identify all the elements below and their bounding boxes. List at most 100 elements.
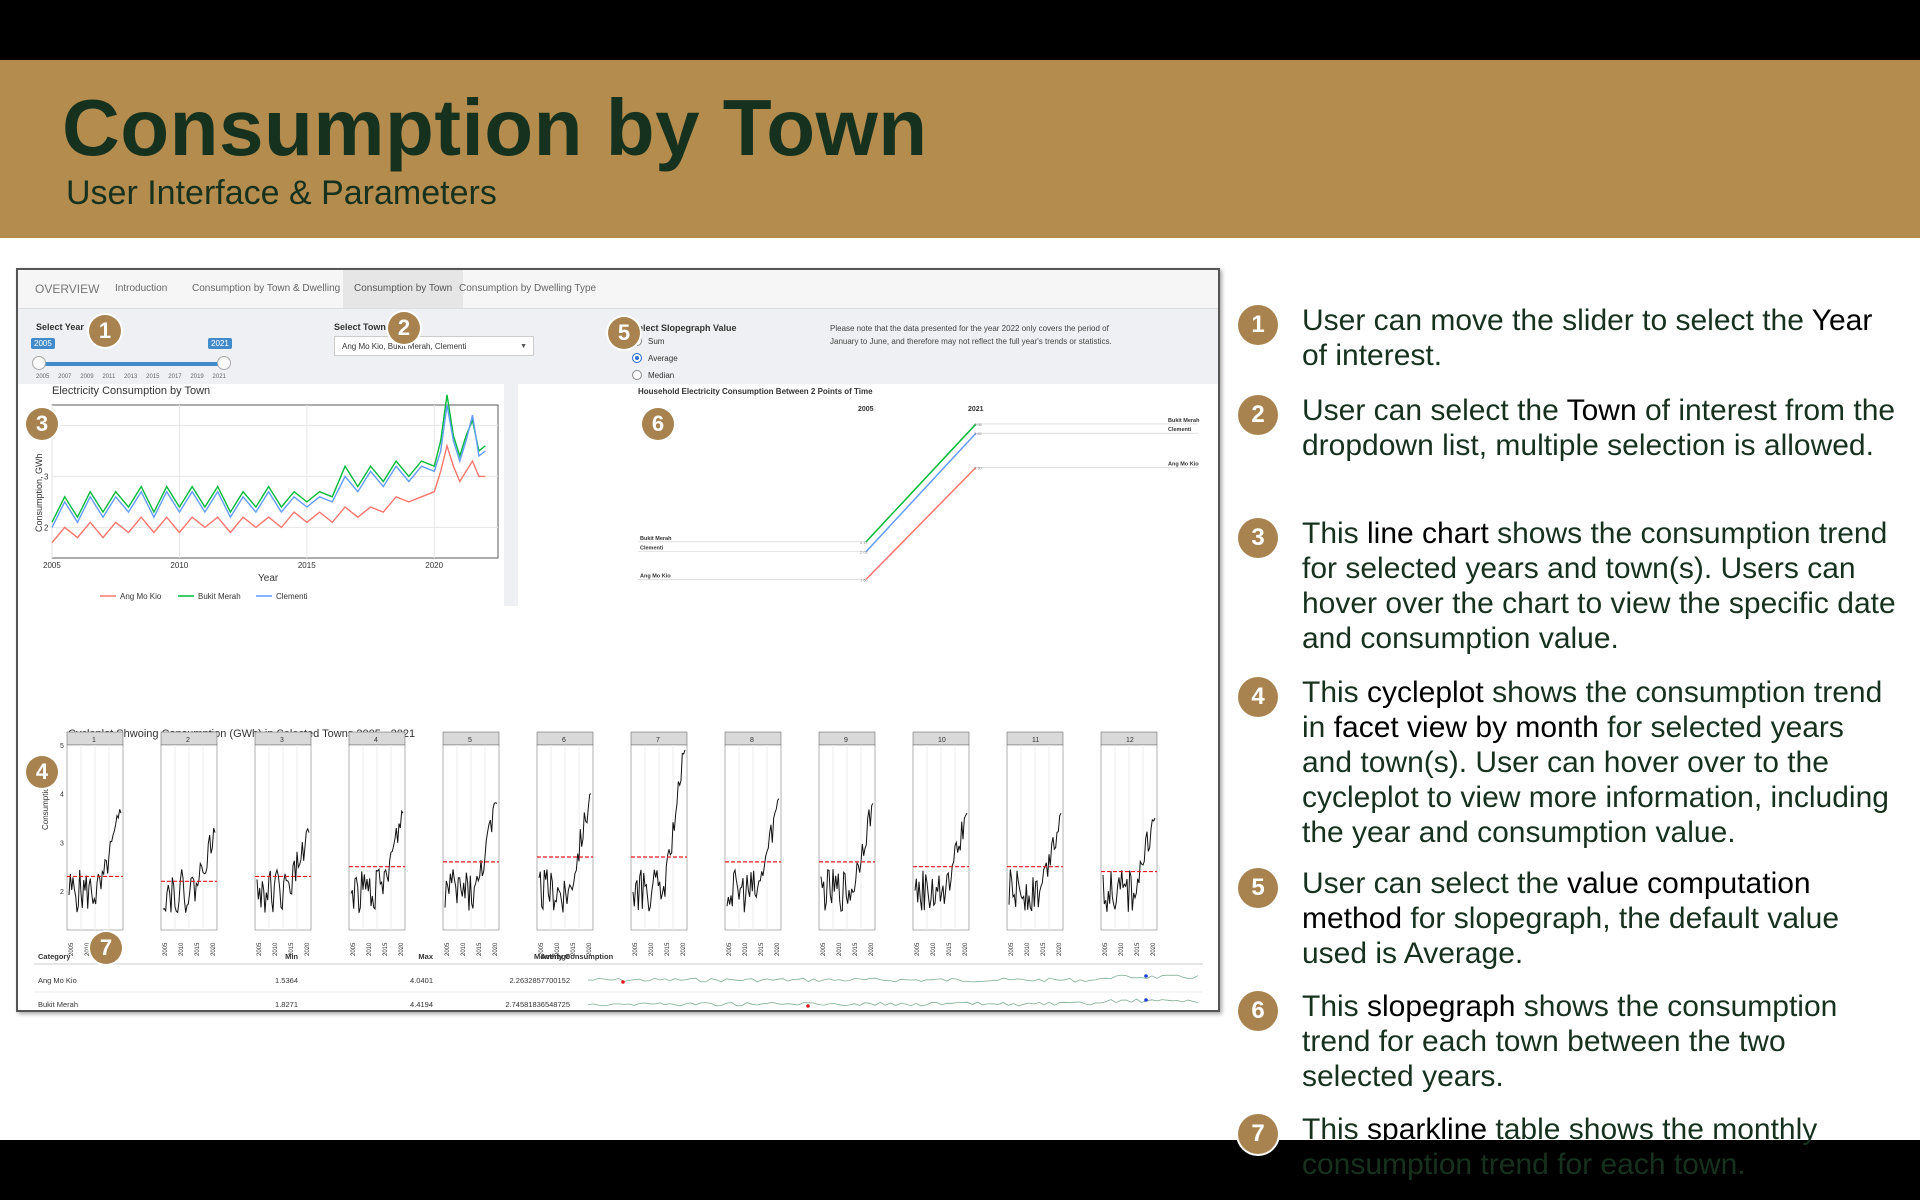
cycleplot-x-tick: 2020	[587, 942, 593, 956]
radio-median[interactable]: Median	[632, 370, 675, 381]
charts-canvas: Electricity Consumption by Town 2005 2010 2…	[34, 384, 1203, 1009]
cycleplot-x-tick: 2020	[869, 942, 875, 956]
table-cell-min: 1.5364	[275, 976, 298, 985]
cycleplot-x-tick: 2010	[85, 942, 91, 956]
cycleplot-x-tick: 2005	[163, 942, 169, 956]
cycleplot-x-tick: 2015	[195, 942, 201, 956]
cycleplot-x-tick: 2005	[633, 942, 639, 956]
marker-7: 7	[90, 932, 122, 964]
year-tick-2017: 2017	[168, 374, 182, 380]
cycleplot-x-tick: 2010	[1025, 942, 1031, 956]
line-series-clementi	[51, 404, 486, 528]
cycleplot-x-tick: 2005	[1103, 942, 1109, 956]
table-header-1: Min	[285, 952, 298, 961]
explanation-keyword: facet view by month	[1333, 711, 1599, 744]
cycleplot-x-tick: 2010	[837, 942, 843, 956]
explanation-phrase: of interest from the dropdown list, mult…	[1302, 394, 1896, 462]
chevron-down-icon: ▼	[520, 343, 527, 350]
radio-average-label: Average	[648, 354, 678, 364]
year-slider-end-value: 2021	[208, 338, 232, 349]
year-tick-2015: 2015	[146, 374, 160, 380]
page-title: Consumption by Town	[62, 83, 928, 172]
table-cell-average: 2.74581836548725	[505, 1000, 570, 1009]
slopegraph-year-start: 2005	[858, 406, 874, 413]
cycleplot-x-tick: 2015	[1041, 942, 1047, 956]
slope-line-bukit-merah	[865, 423, 977, 543]
explanation-phrase: shows the consumption trend in	[1302, 676, 1883, 744]
cycleplot-x-tick: 2015	[759, 942, 765, 956]
tab-overview[interactable]: OVERVIEW	[35, 282, 100, 296]
year-slider-ticks: 2005 2007 2009 2011 2013 2015 2017 2019 2021	[36, 374, 226, 380]
app-screenshot: OVERVIEW Introduction Consumption by Tow…	[16, 268, 1220, 1012]
year-slider-start-value: 2005	[31, 338, 55, 349]
explanation-phrase: User can select the	[1302, 867, 1568, 900]
radio-median-label: Median	[648, 371, 675, 381]
slopegraph-start-label: Ang Mo Kio	[640, 573, 671, 579]
explanation-keyword: slopegraph	[1367, 990, 1516, 1023]
table-cell-max: 4.0401	[410, 976, 433, 985]
legend-label: Ang Mo Kio	[120, 592, 162, 601]
explanation-keyword: Town	[1566, 394, 1637, 427]
legend-label: Bukit Merah	[198, 592, 241, 601]
line-chart-y-tick: 3	[44, 472, 49, 481]
line-series-ang-mo-kio	[51, 443, 486, 544]
radio-sum-label: Sum	[648, 337, 665, 347]
cycleplot-x-tick: 2005	[915, 942, 921, 956]
line-chart-x-tick: 2005	[43, 561, 61, 570]
radio-median-circle[interactable]	[632, 370, 642, 380]
year-slider-end-handle[interactable]	[217, 356, 231, 370]
cycleplot-x-tick: 2015	[947, 942, 953, 956]
cycleplot-x-tick: 2005	[821, 942, 827, 956]
cycleplot-x-tick: 2015	[571, 942, 577, 956]
cycleplot-line	[350, 809, 404, 913]
panel-gap	[504, 384, 518, 606]
sparkline-max-point	[1144, 974, 1148, 978]
cycleplot-facet-label: 11	[1032, 737, 1039, 744]
tab-introduction[interactable]: Introduction	[115, 283, 168, 294]
year-tick-2013: 2013	[124, 374, 138, 380]
radio-average-circle[interactable]	[632, 353, 642, 363]
slopegraph-start-value: 1.60	[860, 577, 869, 582]
table-header-0: Category	[38, 952, 71, 961]
explanation-phrase: for slopegraph, the default value used i…	[1302, 902, 1840, 970]
page-subtitle: User Interface & Parameters	[66, 174, 497, 212]
line-chart-x-tick: 2015	[298, 561, 316, 570]
cycleplot-line	[68, 809, 122, 913]
cycleplot-x-tick: 2010	[931, 942, 937, 956]
slopegraph-start-label: Bukit Merah	[640, 536, 672, 542]
explanation-phrase: of interest.	[1302, 339, 1443, 372]
cycleplot-line	[538, 793, 592, 913]
radio-average[interactable]: Average	[632, 353, 678, 364]
slopegraph-end-label: Ang Mo Kio	[1168, 461, 1199, 467]
cycleplot-facet-label: 4	[374, 737, 378, 744]
slopegraph-end-label: Bukit Merah	[1168, 418, 1200, 424]
cycleplot-y-label: Consumption, GWh	[41, 760, 50, 830]
tab-consumption-dwelling[interactable]: Consumption by Dwelling Type	[459, 283, 597, 294]
town-select-value: Ang Mo Kio, Bukit Merah, Clementi	[342, 342, 467, 351]
cycleplot-line	[820, 803, 874, 912]
year-slider-range[interactable]	[38, 362, 223, 366]
app-navbar: OVERVIEW Introduction Consumption by Tow…	[18, 270, 1218, 309]
table-cell-category: Ang Mo Kio	[38, 976, 77, 985]
tab-consumption-by-town[interactable]: Consumption by Town	[343, 270, 464, 308]
marker-5: 5	[608, 317, 640, 349]
line-chart-x-tick: 2010	[170, 561, 188, 570]
explanation-text: This cycleplot shows the consumption tre…	[1302, 675, 1902, 850]
explanation-phrase: table shows the monthly consumption tren…	[1302, 1113, 1818, 1181]
slopegraph-start-value: 2.17	[860, 540, 869, 545]
cycleplot-x-tick: 2020	[775, 942, 781, 956]
slopegraph-title: Household Electricity Consumption Betwee…	[638, 387, 873, 396]
table-header-3: Average	[541, 952, 570, 961]
town-select[interactable]: Ang Mo Kio, Bukit Merah, Clementi ▼	[334, 336, 534, 356]
cycleplot-facet-label: 7	[656, 737, 660, 744]
line-chart-y-tick: 2	[44, 523, 49, 532]
tab-consumption-town-dwelling[interactable]: Consumption by Town & Dwelling Type	[192, 283, 365, 294]
marker-4: 4	[26, 756, 58, 788]
cycleplot-x-tick: 2005	[727, 942, 733, 956]
cycleplot-facet-label: 5	[468, 737, 472, 744]
slopegraph-year-end: 2021	[968, 406, 984, 413]
sparkline-min-point	[621, 980, 625, 984]
cycleplot-facet-label: 1	[92, 737, 96, 744]
year-slider-start-handle[interactable]	[32, 356, 46, 370]
cycleplot-facet-label: 8	[750, 737, 754, 744]
